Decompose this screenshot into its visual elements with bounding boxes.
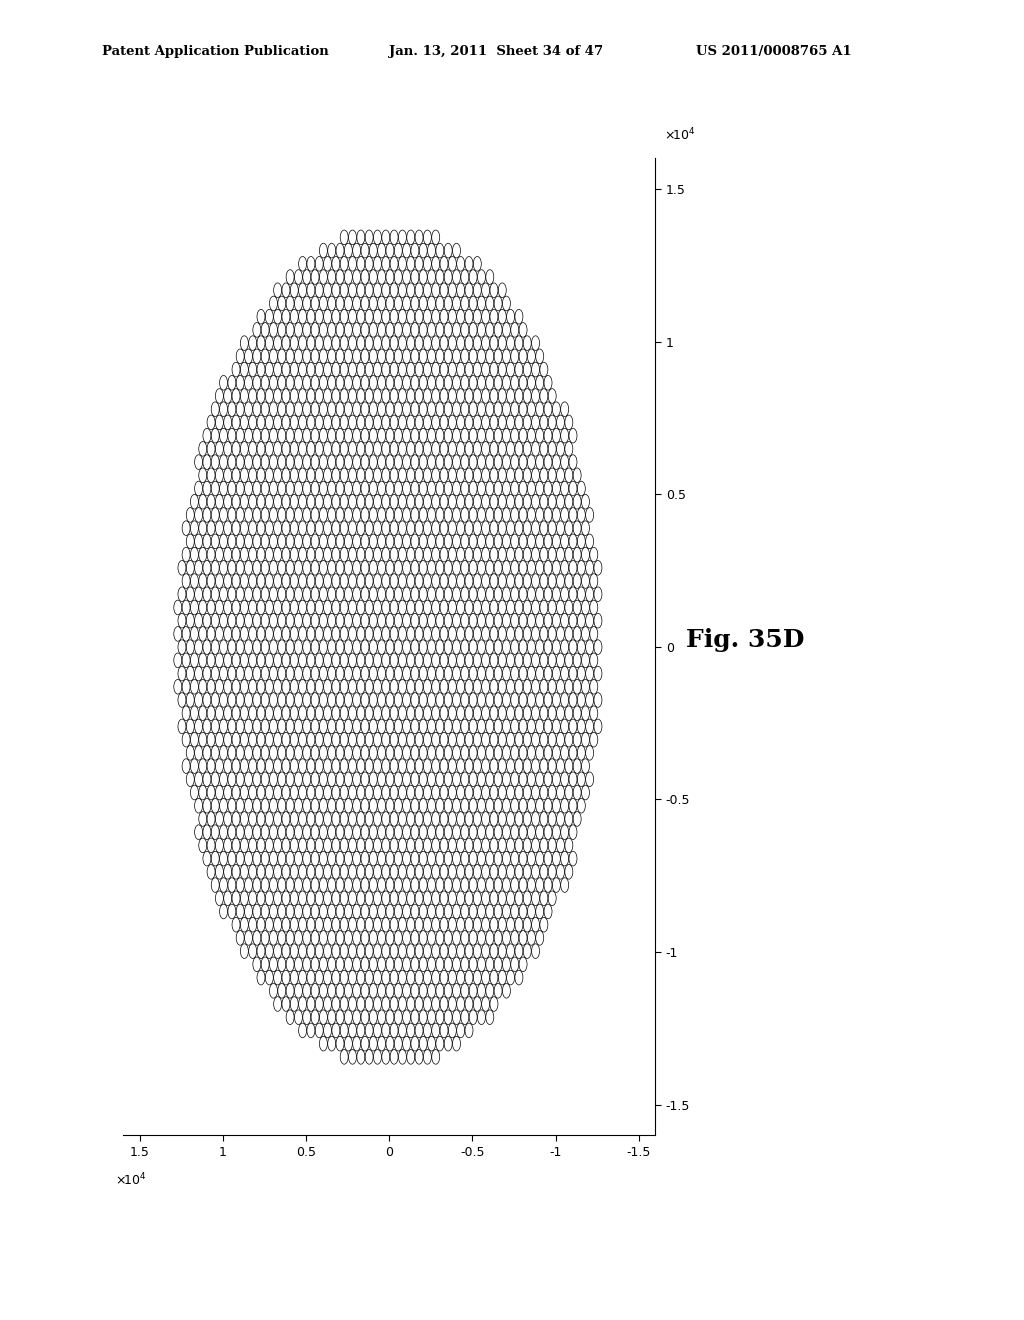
Text: Fig. 35D: Fig. 35D (686, 628, 805, 652)
Text: Jan. 13, 2011  Sheet 34 of 47: Jan. 13, 2011 Sheet 34 of 47 (389, 45, 603, 58)
Text: Patent Application Publication: Patent Application Publication (102, 45, 329, 58)
Text: $\times\!10^4$: $\times\!10^4$ (115, 1172, 146, 1188)
Text: US 2011/0008765 A1: US 2011/0008765 A1 (696, 45, 852, 58)
Text: $\times\!10^4$: $\times\!10^4$ (664, 127, 695, 143)
